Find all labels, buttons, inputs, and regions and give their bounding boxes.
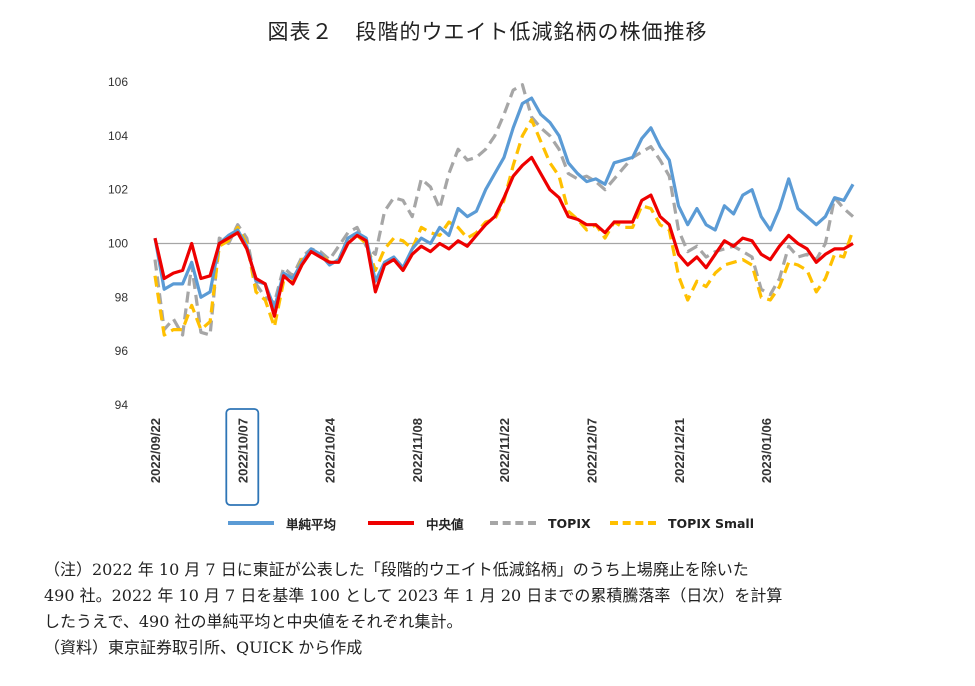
chart-legend: 単純平均 中央値 TOPIX TOPIX Small	[220, 512, 780, 538]
legend-label-median: 中央値	[426, 516, 464, 532]
legend-swatch-median	[368, 521, 414, 525]
note-line: （注）2022 年 10 月 7 日に東証が公表した「段階的ウエイト低減銘柄」の…	[44, 560, 749, 579]
highlight-box-2022-10-07	[225, 408, 260, 506]
x-tick-label: 2022/10/07	[235, 418, 250, 483]
legend-label-topix: TOPIX	[548, 515, 591, 531]
figure-title: 図表２ 段階的ウエイト低減銘柄の株価推移	[267, 20, 708, 44]
x-tick-label: 2022/09/22	[148, 418, 163, 483]
legend-item-topix: TOPIX	[490, 512, 591, 534]
legend-item-simple-average: 単純平均	[228, 512, 336, 534]
source-line: （資料）東京証券取引所、QUICK から作成	[44, 638, 363, 657]
legend-swatch-topix-small	[610, 521, 656, 525]
x-tick-label: 2022/12/07	[585, 418, 600, 483]
y-tick-label: 98	[115, 290, 129, 304]
x-tick-label: 2023/01/06	[759, 418, 774, 483]
legend-swatch-topix	[490, 521, 536, 525]
y-tick-label: 96	[115, 344, 129, 358]
x-tick-label: 2022/11/22	[497, 418, 512, 482]
series-line-topix-small	[153, 118, 855, 337]
legend-swatch-simple-average	[228, 521, 274, 525]
y-tick-label: 94	[115, 398, 129, 412]
series-line-median	[153, 155, 854, 318]
legend-item-median: 中央値	[368, 512, 464, 534]
series-line-topix	[153, 83, 855, 337]
y-tick-label: 100	[108, 237, 128, 251]
y-tick-label: 106	[108, 75, 128, 89]
y-tick-label: 102	[108, 183, 128, 197]
note-line: したうえで、490 社の単純平均と中央値をそれぞれ集計。	[44, 612, 463, 631]
legend-item-topix-small: TOPIX Small	[610, 512, 754, 534]
legend-label-topix-small: TOPIX Small	[668, 515, 754, 531]
x-tick-label: 2022/11/08	[410, 418, 425, 482]
legend-label-simple-average: 単純平均	[286, 516, 337, 532]
x-tick-label: 2022/12/21	[672, 418, 687, 483]
y-tick-label: 104	[108, 129, 128, 143]
note-line: 490 社。2022 年 10 月 7 日を基準 100 として 2023 年 …	[44, 586, 783, 605]
x-tick-label: 2022/10/24	[323, 417, 338, 483]
figure-notes: （注）2022 年 10 月 7 日に東証が公表した「段階的ウエイト低減銘柄」の…	[44, 557, 944, 661]
stock-price-line-chart: 94 96 98 100 102 104 106 2022/09/22 2022/10/07 20…	[108, 75, 855, 506]
